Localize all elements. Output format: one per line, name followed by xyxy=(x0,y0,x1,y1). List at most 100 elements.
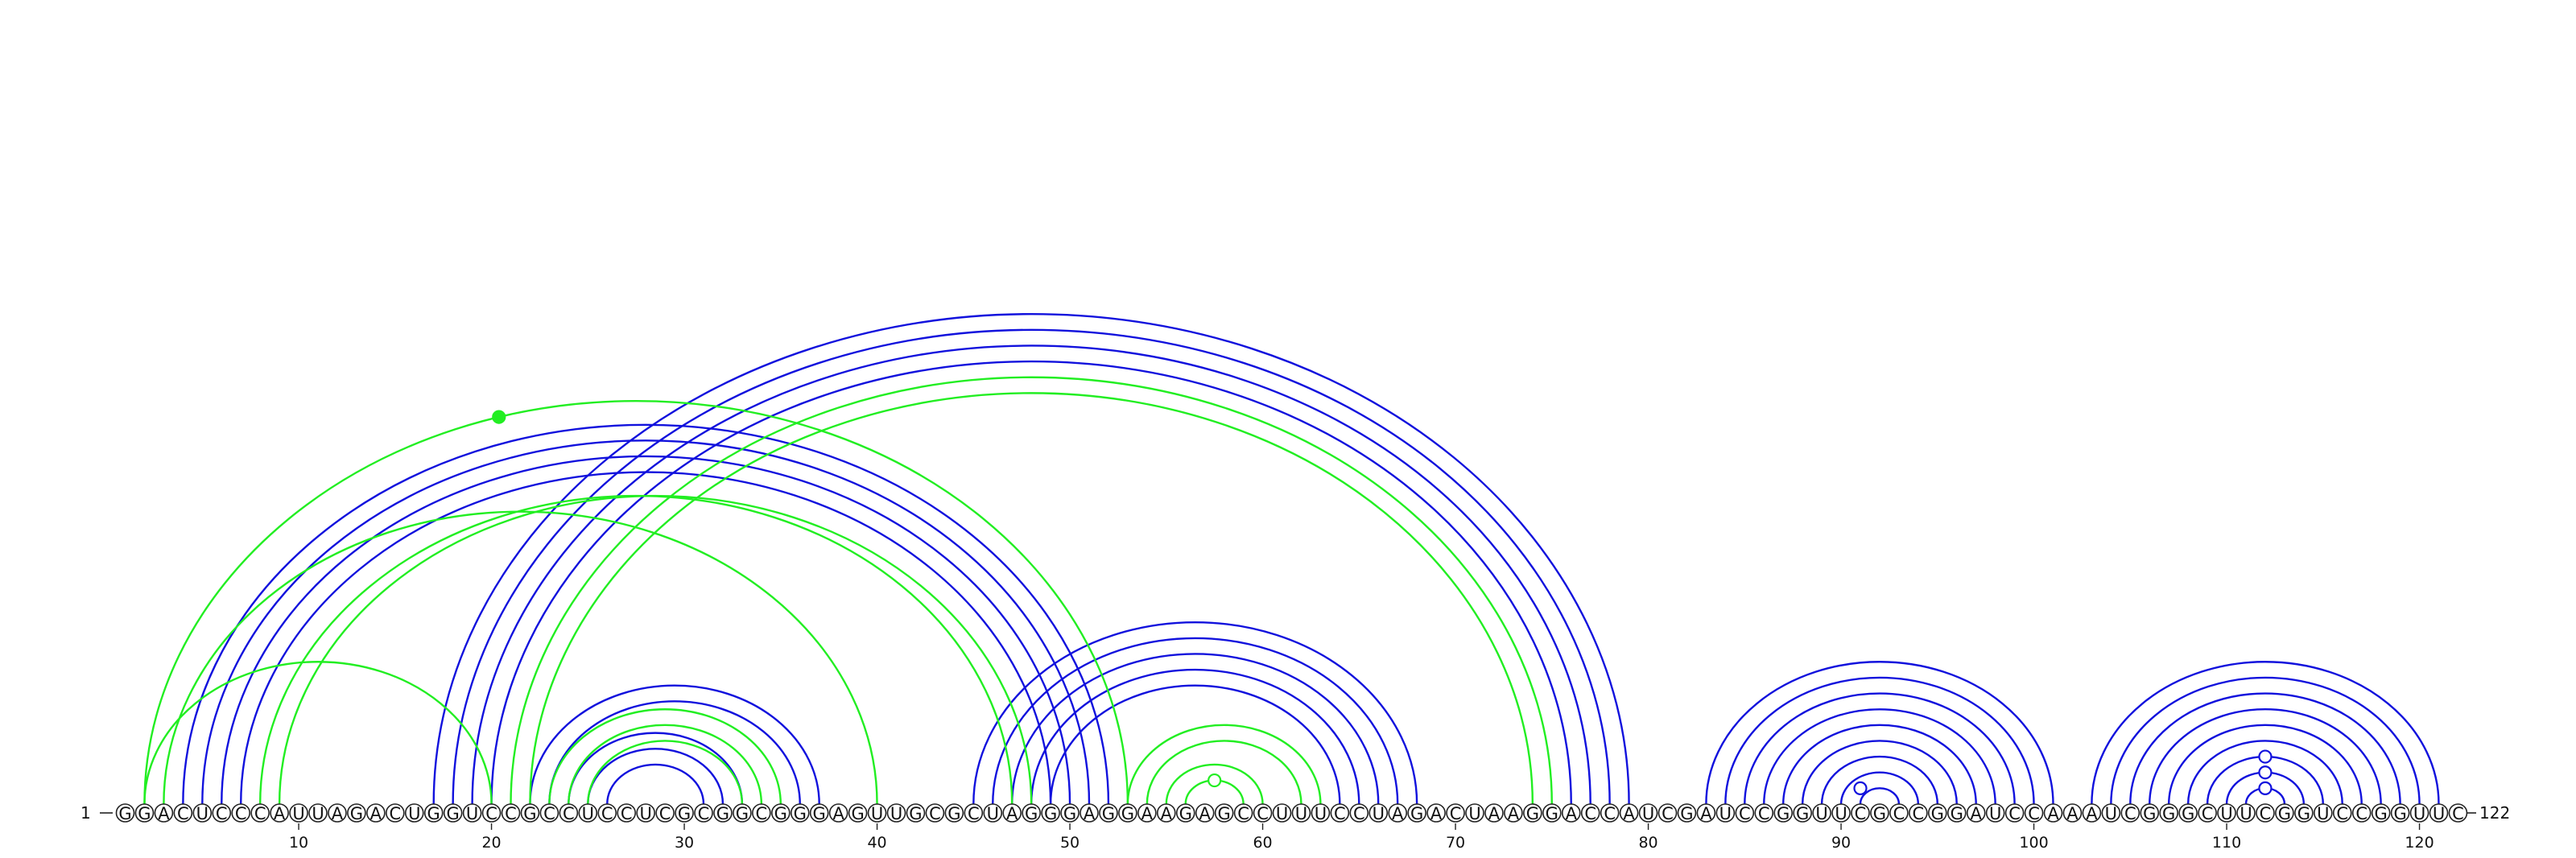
nucleotide-letter: G xyxy=(1102,804,1115,823)
arc-green-24-34 xyxy=(568,724,763,805)
nucleotide-letter: G xyxy=(118,804,131,823)
nucleotide-letter: C xyxy=(1450,804,1462,823)
nucleotide-letter: C xyxy=(1584,804,1596,823)
nucleotide-circle xyxy=(1523,803,1542,823)
nucleotide-letter: G xyxy=(794,804,807,823)
nucleotide: A xyxy=(1619,803,1639,823)
nucleotide: U xyxy=(886,803,906,823)
nucleotide-circle xyxy=(1022,803,1041,823)
nucleotide-circle xyxy=(520,803,540,823)
nucleotide-circle xyxy=(2159,803,2178,823)
nucleotide-circle xyxy=(1754,803,1774,823)
nucleotide-circle xyxy=(1118,803,1137,823)
nucleotide-letter: G xyxy=(851,804,864,823)
nucleotide-circle xyxy=(1812,803,1831,823)
nucleotide: U xyxy=(2236,803,2256,823)
nucleotide: C xyxy=(1580,803,1600,823)
nucleotide-circle xyxy=(347,803,366,823)
nucleotide: G xyxy=(443,803,463,823)
nucleotide: C xyxy=(655,803,675,823)
nucleotide-letter: C xyxy=(1353,804,1365,823)
nucleotide-circle xyxy=(906,803,926,823)
nucleotide-circle xyxy=(1349,803,1369,823)
nucleotide-circle xyxy=(1928,803,1947,823)
nucleotide-circle xyxy=(578,803,598,823)
nucleotide: C xyxy=(2256,803,2275,823)
nucleotide: A xyxy=(1157,803,1176,823)
nucleotide-letter: U xyxy=(2413,804,2425,823)
nucleotide: U xyxy=(2429,803,2449,823)
nucleotide-circle xyxy=(192,803,213,823)
start-label: 1 xyxy=(80,803,91,823)
nucleotide-circle xyxy=(2256,803,2275,823)
nucleotide-letter: U xyxy=(2433,804,2445,823)
nucleotide: U xyxy=(636,803,655,823)
nucleotide-circle xyxy=(1909,803,1928,823)
nucleotide-circle xyxy=(1580,803,1600,823)
arc-blue-24-33 xyxy=(568,732,744,805)
nucleotide-circle xyxy=(617,803,637,823)
nucleotide-letter: C xyxy=(563,804,575,823)
nucleotide-circle xyxy=(2351,803,2372,823)
nucleotide-letter: C xyxy=(2260,804,2272,823)
nucleotide-circle xyxy=(2082,803,2102,823)
nucleotide-letter: U xyxy=(1276,804,1288,823)
nucleotide-circle xyxy=(809,803,829,823)
nucleotide-letter: C xyxy=(505,804,517,823)
nucleotide-letter: U xyxy=(408,804,420,823)
nucleotide-letter: C xyxy=(1758,804,1770,823)
nucleotide-circle xyxy=(2217,803,2236,823)
arc-green-2-53 xyxy=(143,400,1129,805)
nucleotide-circle xyxy=(1619,803,1639,823)
nucleotide-circle xyxy=(1889,803,1909,823)
tick-label: 10 xyxy=(289,834,308,852)
arc-blue-6-50 xyxy=(221,455,1071,805)
nucleotide-circle xyxy=(1426,803,1446,823)
nucleotide-letter: G xyxy=(2297,804,2310,823)
nucleotide: G xyxy=(675,803,694,823)
nucleotide: C xyxy=(597,803,617,823)
nucleotide-circle xyxy=(2275,803,2294,823)
nucleotide-circle xyxy=(1195,803,1215,823)
nucleotide: C xyxy=(385,803,405,823)
nucleotide-letter: U xyxy=(639,804,651,823)
nucleotide: U xyxy=(1812,803,1831,823)
nucleotide: G xyxy=(1041,803,1060,823)
nucleotide-circle xyxy=(1041,803,1060,823)
nucleotide-letter: G xyxy=(1546,804,1558,823)
arc-blue-48-65 xyxy=(1030,668,1360,805)
nucleotide-letter: A xyxy=(1623,804,1635,823)
nucleotide-letter: A xyxy=(2066,804,2079,823)
nucleotide: U xyxy=(192,803,213,823)
nucleotide-letter: U xyxy=(871,804,883,823)
nucleotide-letter: C xyxy=(2028,804,2040,823)
arc-blue-83-101 xyxy=(1705,661,2054,805)
nucleotide-letter: G xyxy=(909,804,922,823)
nucleotide: A xyxy=(2082,803,2102,823)
arc-blue-108-116 xyxy=(2186,740,2343,805)
nucleotide-letter: A xyxy=(1199,804,1212,823)
nucleotide-letter: G xyxy=(138,804,151,823)
nucleotide-circle xyxy=(2101,803,2121,823)
nucleotide: C xyxy=(2351,803,2372,823)
nucleotide-circle xyxy=(655,803,675,823)
nucleotide: G xyxy=(790,803,810,823)
nucleotide: A xyxy=(1195,803,1215,823)
nucleotide-circle xyxy=(1233,803,1253,823)
nucleotide: C xyxy=(539,803,559,823)
nucleotide-circle xyxy=(1793,803,1812,823)
nucleotide-letter: C xyxy=(177,804,189,823)
nucleotide: U xyxy=(1368,803,1389,823)
nucleotide-letter: C xyxy=(1893,804,1905,823)
nucleotide: A xyxy=(1504,803,1523,823)
nucleotide: C xyxy=(2024,803,2044,823)
nucleotide: U xyxy=(462,803,482,823)
nucleotide-letter: A xyxy=(2086,804,2098,823)
arc-blue-89-95 xyxy=(1820,755,1938,805)
nucleotide: G xyxy=(1175,803,1195,823)
arc-blue-5-51 xyxy=(201,439,1091,805)
nucleotide-letter: U xyxy=(312,804,324,823)
nucleotide: C xyxy=(2004,803,2025,823)
nucleotide-letter: G xyxy=(2375,804,2388,823)
